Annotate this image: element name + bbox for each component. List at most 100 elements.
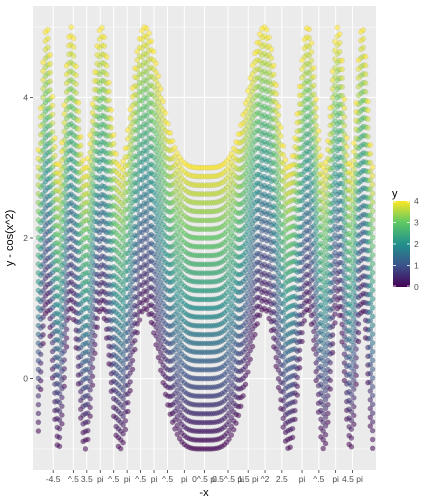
data-point — [278, 133, 284, 139]
data-point — [320, 445, 327, 452]
data-point — [136, 35, 143, 42]
data-point — [115, 267, 122, 274]
data-point — [136, 246, 143, 253]
data-point — [367, 396, 374, 403]
data-point — [108, 116, 115, 122]
data-point — [63, 308, 70, 315]
data-point — [310, 65, 317, 71]
data-point — [285, 410, 291, 416]
data-point — [150, 48, 157, 55]
data-point — [157, 86, 164, 92]
data-point — [351, 386, 357, 392]
data-point — [54, 196, 61, 202]
data-point — [341, 96, 348, 103]
data-point — [365, 133, 371, 140]
data-point — [122, 417, 129, 424]
data-point — [82, 358, 89, 364]
data-point — [346, 318, 352, 325]
data-point — [285, 199, 291, 206]
data-point — [35, 401, 42, 408]
data-point — [115, 171, 122, 177]
data-point — [318, 152, 324, 159]
data-point — [254, 39, 261, 46]
data-point — [42, 275, 49, 282]
data-point — [40, 59, 46, 66]
data-point — [82, 217, 89, 224]
data-point — [355, 75, 362, 81]
data-point — [322, 379, 329, 385]
data-point — [341, 105, 348, 111]
data-point — [75, 99, 82, 106]
data-point — [66, 42, 72, 49]
data-point — [146, 30, 152, 36]
data-point — [37, 123, 44, 129]
data-point — [322, 396, 329, 403]
data-point — [59, 377, 65, 383]
data-point — [285, 331, 291, 337]
data-point — [320, 217, 327, 223]
data-point — [313, 105, 319, 111]
data-point — [63, 282, 70, 289]
data-point — [40, 77, 46, 83]
data-point — [54, 266, 61, 273]
data-point — [369, 357, 376, 364]
data-point — [115, 241, 122, 248]
data-point — [59, 350, 65, 357]
data-point — [346, 371, 352, 377]
data-point — [285, 208, 291, 214]
data-point — [336, 48, 343, 55]
data-point — [270, 71, 277, 78]
data-point — [139, 27, 145, 34]
data-point — [346, 160, 352, 166]
data-point — [115, 434, 122, 441]
data-point — [235, 131, 242, 137]
data-point — [59, 385, 65, 392]
data-point — [35, 349, 42, 355]
data-point — [115, 373, 122, 379]
data-point — [369, 234, 376, 241]
data-point — [280, 151, 286, 158]
data-point — [320, 234, 327, 241]
data-point — [66, 51, 72, 58]
data-point — [148, 38, 155, 45]
data-point — [42, 301, 49, 308]
data-point — [285, 322, 291, 329]
data-point — [59, 139, 65, 146]
data-point — [136, 299, 143, 306]
data-point — [59, 412, 65, 418]
data-point — [54, 363, 61, 369]
data-point — [332, 38, 338, 45]
x-tick-label: 3.5 — [81, 474, 93, 484]
y-axis-title: y - cos(x^2) — [4, 210, 16, 267]
data-point — [367, 405, 374, 412]
data-point — [35, 164, 42, 171]
data-point — [280, 143, 286, 149]
data-point — [68, 24, 75, 30]
data-point — [129, 94, 136, 100]
x-tick-label: ^.5 — [68, 474, 79, 484]
data-point — [273, 82, 279, 88]
legend-label: 4 — [414, 196, 419, 206]
data-point — [63, 335, 70, 341]
data-point — [346, 265, 352, 272]
data-point — [155, 73, 162, 80]
data-point — [103, 71, 110, 78]
data-point — [82, 410, 89, 417]
data-point — [115, 355, 122, 362]
data-point — [367, 361, 374, 368]
data-point — [70, 35, 77, 42]
data-point — [82, 384, 89, 391]
data-point — [92, 69, 98, 75]
data-point — [73, 81, 79, 87]
data-point — [367, 142, 374, 148]
data-point — [136, 308, 143, 314]
data-point — [358, 46, 364, 53]
data-point — [89, 364, 96, 371]
data-point — [353, 135, 359, 141]
data-point — [82, 437, 89, 443]
data-point — [129, 322, 136, 329]
data-point — [285, 436, 291, 443]
data-point — [369, 190, 376, 197]
data-point — [369, 436, 376, 443]
data-point — [369, 225, 376, 232]
